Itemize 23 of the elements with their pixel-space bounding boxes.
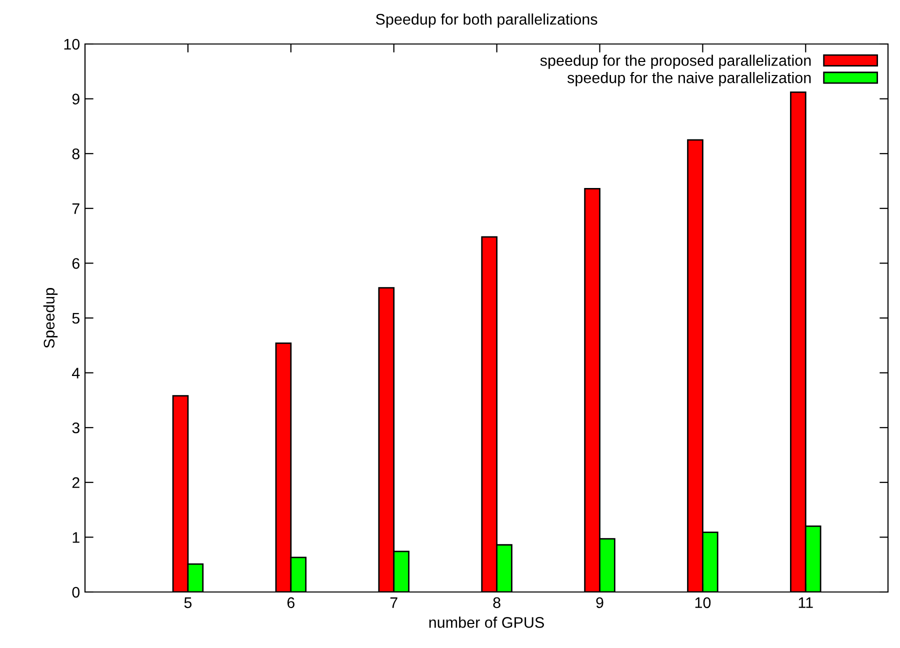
y-tick-label: 5 (72, 313, 80, 324)
y-tick-label: 8 (72, 148, 80, 160)
legend-label: speedup for the naive parallelization (567, 72, 811, 86)
y-tick-label: 10 (64, 38, 80, 50)
y-tick-label: 9 (72, 94, 80, 104)
y-tick-label: 0 (72, 586, 80, 598)
x-axis-title: number of GPUS (429, 616, 544, 628)
x-tick-label: 7 (390, 597, 398, 608)
y-tick-label: 3 (72, 422, 80, 434)
y-axis-title: Speedup (43, 288, 58, 348)
x-tick-label: 6 (287, 597, 294, 608)
chart-title: Speedup for both parallelizations (376, 13, 598, 28)
x-tick-label: 9 (596, 597, 604, 608)
y-tick-label: 6 (72, 258, 80, 269)
y-tick-label: 4 (72, 368, 80, 378)
x-tick-label: 10 (695, 597, 711, 608)
y-tick-label: 2 (72, 477, 80, 488)
y-tick-label: 7 (72, 203, 80, 214)
legend-label: speedup for the proposed parallelization (540, 54, 811, 69)
y-tick-label: 1 (72, 532, 80, 543)
x-tick-label: 11 (798, 597, 813, 608)
x-tick-label: 5 (184, 597, 192, 608)
x-tick-label: 8 (493, 597, 500, 608)
